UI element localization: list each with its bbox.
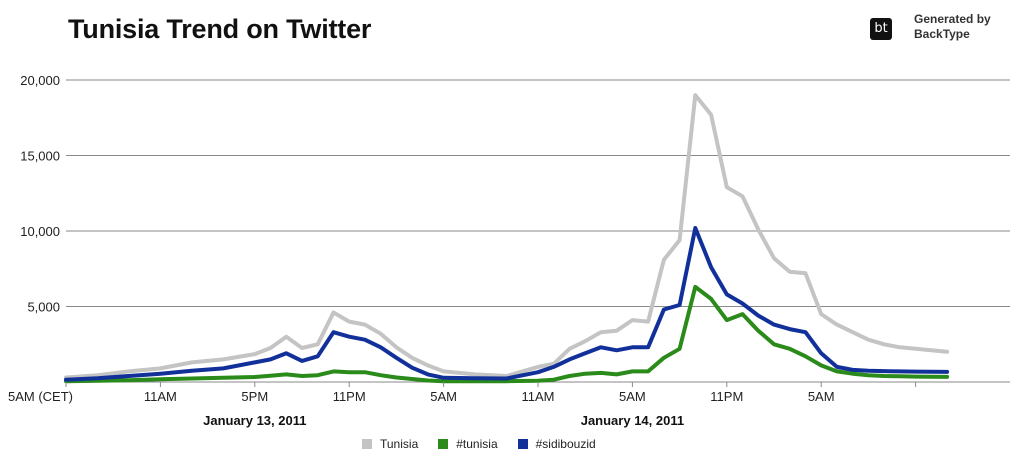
x-axis-ticks: 5AM (CET) 11AM 5PM 11PM 5AM 11AM 5AM 11PM 5AM Jan… (8, 382, 917, 428)
x-tick-label: 5PM (241, 389, 268, 404)
x-tick-label: 5AM (808, 389, 835, 404)
y-tick-label: 20,000 (20, 73, 60, 88)
x-tick-label: 5AM (430, 389, 457, 404)
y-axis-ticks: 5,000 10,000 15,000 20,000 (20, 73, 60, 315)
brand-line-2: BackType (914, 27, 970, 41)
x-tick-label: 5AM (CET) (8, 389, 73, 404)
chart-legend: Tunisia #tunisia #sidibouzid (362, 436, 596, 452)
date-label: January 13, 2011 (203, 413, 306, 428)
legend-label: #sidibouzid (535, 437, 596, 451)
x-tick-label: 11PM (710, 389, 743, 404)
y-tick-label: 15,000 (20, 149, 60, 164)
chart-title: Tunisia Trend on Twitter (68, 14, 372, 44)
legend-item: Tunisia (362, 437, 418, 451)
backtype-branding: bt Generated by BackType (870, 10, 1010, 46)
backtype-logo-icon: bt (870, 18, 892, 40)
series-line-hash-sidibouzid (64, 226, 950, 382)
legend-item: #tunisia (438, 437, 498, 451)
legend-item: #sidibouzid (517, 437, 596, 451)
legend-swatch (517, 439, 528, 449)
x-tick-label: 11AM (522, 389, 555, 404)
legend-swatch (362, 439, 372, 449)
legend-label: #tunisia (456, 437, 498, 451)
x-tick-label: 11PM (333, 389, 366, 404)
series-line-hash-tunisia (64, 284, 950, 384)
legend-swatch (438, 439, 449, 449)
x-tick-label: 5AM (619, 389, 646, 404)
series-line-Tunisia (64, 93, 950, 380)
y-tick-label: 10,000 (20, 224, 60, 239)
legend-label: Tunisia (380, 437, 419, 451)
series-lines (64, 93, 950, 384)
x-tick-label: 11AM (144, 389, 177, 404)
date-label: January 14, 2011 (581, 413, 684, 428)
y-tick-label: 5,000 (27, 300, 60, 315)
brand-line-1: Generated by (914, 12, 991, 26)
grid-lines (66, 79, 1010, 383)
